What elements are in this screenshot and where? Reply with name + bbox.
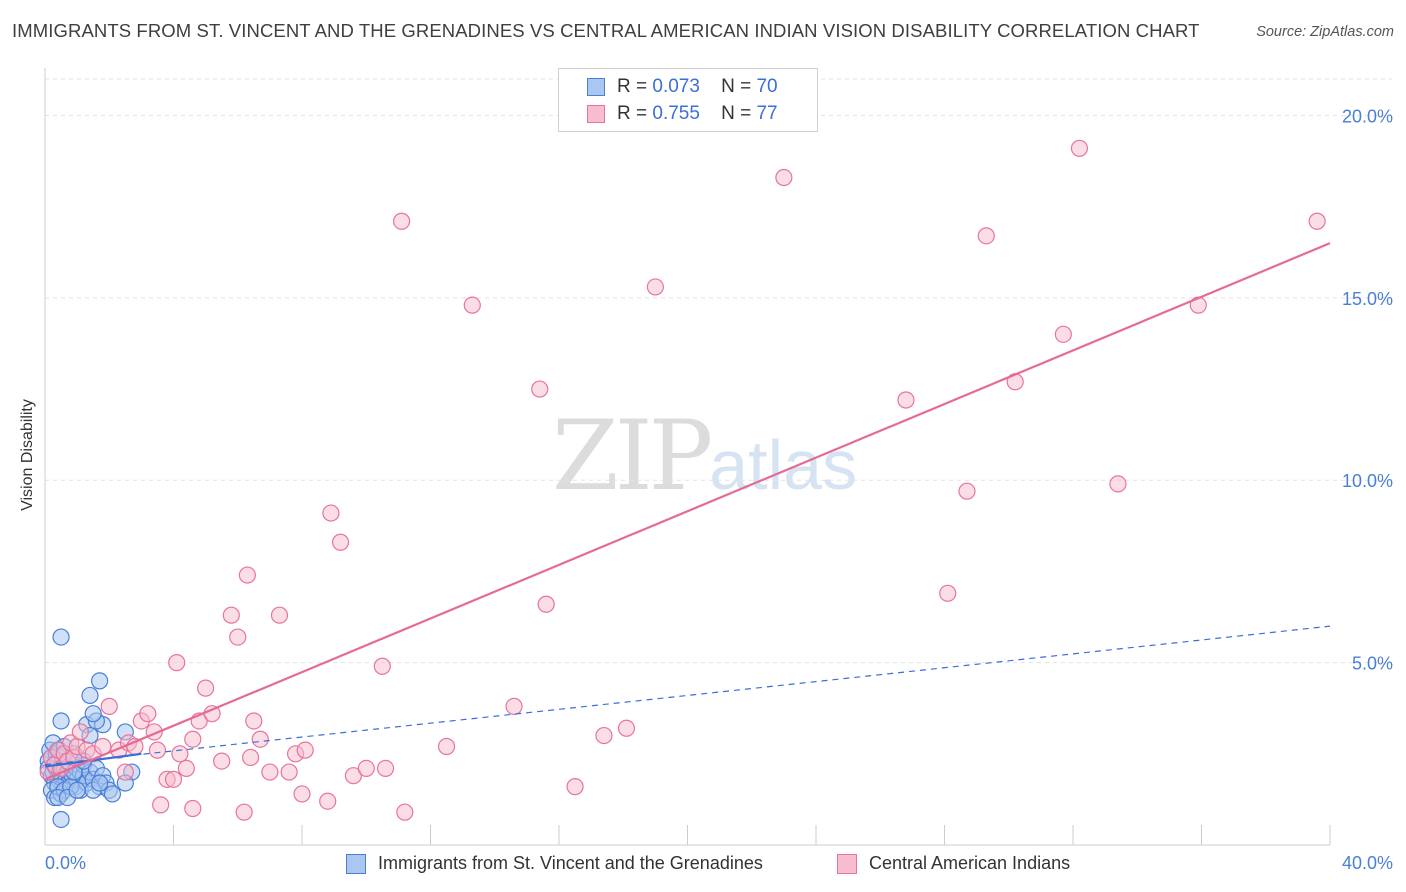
legend-n-value-immigrants: 70 [756,76,778,97]
data-point-central-american [71,723,89,741]
data-point-central-american [152,796,170,814]
data-point-central-american [184,799,202,818]
data-point-central-american [100,697,118,715]
data-point-central-american [322,504,340,522]
data-point-central-american [1109,475,1127,493]
data-point-central-american [646,278,664,296]
data-point-central-american [171,745,189,763]
legend-swatch-immigrants [587,78,605,96]
legend-r-label: R = [617,76,648,97]
x-tick-label: 0.0% [45,853,86,873]
data-point-central-american [229,628,247,646]
data-point-central-american [1308,212,1326,230]
data-point-immigrants [81,686,99,705]
series-immigrants-points [39,628,141,829]
data-point-central-american [939,584,957,602]
data-point-central-american [235,803,253,821]
trend-line-central-american [44,242,1331,781]
trend-lines [44,242,1331,781]
trend-line-immigrants-dashed [44,625,1331,766]
data-point-immigrants [84,705,102,723]
bottom-legend-swatch-immigrants [346,854,366,874]
data-point-central-american [296,741,314,759]
data-point-central-american [222,606,240,624]
data-point-central-american [184,730,202,748]
y-tick-label: 10.0% [1342,471,1393,491]
legend-n-value-central-american: 77 [756,103,778,124]
y-tick-label: 5.0% [1352,654,1393,674]
data-point-immigrants [52,712,70,730]
data-point-central-american [245,712,263,730]
data-point-immigrants [91,672,109,690]
data-point-central-american [505,697,523,715]
data-point-central-american [958,482,976,500]
data-point-central-american [775,168,793,187]
data-point-central-american [168,654,186,672]
data-point-immigrants [68,781,86,799]
source-note: Source: ZipAtlas.com [1256,24,1394,40]
data-point-central-american [251,730,269,748]
data-point-central-american [463,296,481,314]
legend-swatch-central-american [587,105,605,123]
data-point-central-american [139,705,157,723]
data-point-immigrants [52,810,70,829]
data-point-central-american [537,595,555,613]
data-point-central-american [213,752,231,770]
data-point-central-american [164,770,183,788]
bottom-legend-label-immigrants: Immigrants from St. Vincent and the Gren… [378,853,763,873]
data-point-central-american [177,759,195,778]
data-point-central-american [373,657,391,675]
data-point-central-american [977,227,995,245]
legend-n-label: N = [721,76,752,97]
y-tick-label: 20.0% [1342,106,1393,126]
axes [44,68,1331,846]
chart-title: IMMIGRANTS FROM ST. VINCENT AND THE GREN… [12,20,1200,41]
x-tick-label: 40.0% [1342,853,1393,873]
data-point-central-american [617,719,636,737]
data-point-immigrants [103,785,122,803]
data-point-central-american [344,767,362,785]
data-point-central-american [531,380,549,398]
data-point-central-american [197,679,215,697]
data-point-central-american [595,726,613,745]
data-point-central-american [319,792,337,810]
legend-text-central-american: R = 0.755 N = 77 [617,103,778,125]
y-tick-label: 15.0% [1342,289,1393,309]
data-point-central-american [280,763,298,781]
data-point-central-american [293,785,311,803]
data-point-immigrants [52,628,70,646]
legend-r-value-central-american: 0.755 [652,103,700,124]
data-point-central-american [242,748,260,767]
data-point-central-american [392,212,411,230]
legend-r-value-immigrants: 0.073 [652,76,700,97]
series-central-american-points [39,139,1326,821]
legend-r-label: R = [617,103,648,124]
data-point-central-american [897,391,915,409]
tick-labels: 5.0% 10.0% 15.0% 20.0% 0.0% 40.0% [45,106,1393,873]
data-point-central-american [270,606,289,624]
legend: R = 0.073 N = 70 R = 0.755 N = 77 [558,68,818,132]
legend-text-immigrants: R = 0.073 N = 70 [617,76,778,98]
data-point-central-american [261,763,279,781]
data-point-central-american [396,803,414,821]
data-point-central-american [376,759,395,778]
data-point-central-american [1070,139,1089,157]
bottom-legend-label-central-american: Central American Indians [869,853,1071,873]
data-point-central-american [566,778,584,796]
bottom-legend-swatch-central-american [837,854,857,874]
data-point-central-american [1054,325,1072,343]
data-point-central-american [116,763,134,781]
data-point-central-american [357,759,375,778]
data-point-central-american [238,566,256,584]
legend-n-label: N = [721,103,752,124]
data-point-central-american [148,741,167,759]
data-point-central-american [437,737,456,756]
data-point-central-american [331,533,350,551]
data-point-immigrants [91,774,109,792]
